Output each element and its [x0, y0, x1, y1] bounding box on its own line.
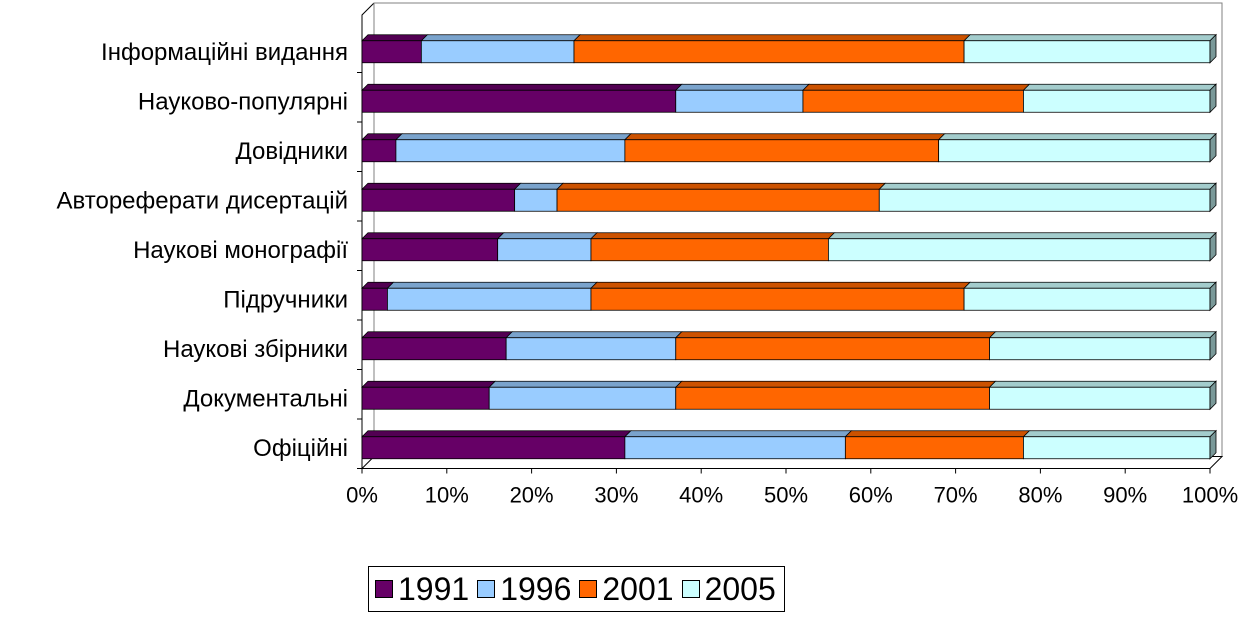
legend-item-2005: 2005: [681, 571, 776, 607]
bar-segment-2005: [963, 33, 1217, 64]
category-label: Документальні: [183, 385, 348, 412]
bar-segment-1991: [361, 331, 514, 361]
x-tick-label: 10%: [425, 483, 469, 508]
bar-segment-2001: [674, 331, 997, 361]
bar-segment-1991: [361, 133, 403, 163]
bar-segment-1991: [361, 380, 497, 410]
x-tick-label: 80%: [1018, 483, 1062, 508]
category-label: Автореферати дисертацій: [57, 187, 348, 214]
bar-segment-2005: [878, 182, 1217, 213]
category-label: Науково-популярні: [138, 88, 348, 115]
x-tick-label: 100%: [1182, 483, 1238, 508]
bar-segment-2001: [589, 232, 836, 262]
x-tick-label: 40%: [679, 483, 723, 508]
legend-item-2001: 2001: [579, 571, 674, 607]
legend-swatch: [579, 580, 598, 598]
legend-swatch: [681, 580, 700, 598]
bar-segment-1996: [386, 281, 598, 311]
bar-segment-2005: [937, 132, 1217, 163]
bar-segment-2001: [623, 133, 946, 163]
bar-segment-2005: [988, 380, 1217, 411]
bar-segment-1991: [361, 83, 683, 113]
bar-segment-2005: [827, 231, 1217, 262]
category-label: Довідники: [235, 138, 348, 165]
bar-segment-1996: [505, 331, 683, 361]
x-axis-ticks: 0% 10% 20% 30% 40% 50% 60% 70% 80% 90% 100%: [346, 468, 1238, 508]
bar-segment-2001: [573, 34, 972, 64]
legend-item-1991: 1991: [375, 573, 469, 605]
bar-segment-2005: [1022, 429, 1217, 460]
bar-segment-1996: [394, 133, 632, 163]
x-tick-label: 0%: [346, 483, 378, 508]
legend-label: 1991: [398, 571, 470, 607]
x-tick-label: 70%: [934, 483, 978, 508]
bar-segment-1991: [361, 182, 522, 212]
plot-frame: [360, 2, 1224, 469]
legend: 1991 1996 2001 2005: [368, 566, 785, 612]
bar-segment-2001: [674, 380, 997, 410]
bar-segment-1996: [513, 182, 565, 212]
legend-swatch: [375, 580, 393, 598]
bar-segment-2001: [556, 182, 887, 212]
legend-label: 2001: [602, 571, 674, 607]
legend-label: 2005: [704, 571, 776, 607]
bar-segment-1991: [361, 430, 632, 460]
legend-swatch: [477, 580, 496, 598]
x-tick-label: 50%: [764, 483, 808, 508]
category-label: Наукові монографії: [133, 237, 348, 264]
category-label: Офіційні: [253, 435, 348, 462]
bar-segment-2001: [589, 281, 972, 311]
bar-segment-2005: [988, 330, 1217, 361]
bar-segment-1996: [623, 430, 853, 460]
bars-group: [361, 33, 1217, 460]
category-label: Підручники: [223, 286, 348, 313]
category-label: Наукові збірники: [163, 336, 348, 363]
bar-segment-2001: [801, 83, 1031, 113]
bar-segment-1996: [488, 380, 683, 410]
category-label: Інформаційні видання: [101, 39, 348, 66]
chart-area: Інформаційні видання Науково-популярні Дов…: [57, 2, 1238, 508]
bar-segment-1991: [361, 34, 429, 64]
category-labels: Інформаційні видання Науково-популярні Дов…: [57, 39, 362, 469]
bar-segment-2005: [1022, 83, 1217, 114]
bar-segment-2005: [963, 281, 1217, 312]
x-tick-label: 90%: [1103, 483, 1147, 508]
x-tick-label: 20%: [510, 483, 554, 508]
bar-segment-1996: [420, 34, 581, 64]
bar-segment-1996: [674, 83, 810, 113]
bar-segment-2001: [844, 430, 1031, 460]
legend-item-1996: 1996: [477, 573, 571, 605]
bar-segment-1991: [361, 281, 395, 311]
bar-segment-1991: [361, 232, 505, 262]
x-tick-label: 30%: [594, 483, 638, 508]
x-tick-label: 60%: [849, 483, 893, 508]
legend-label: 1996: [500, 571, 572, 607]
bar-segment-1996: [496, 232, 598, 262]
